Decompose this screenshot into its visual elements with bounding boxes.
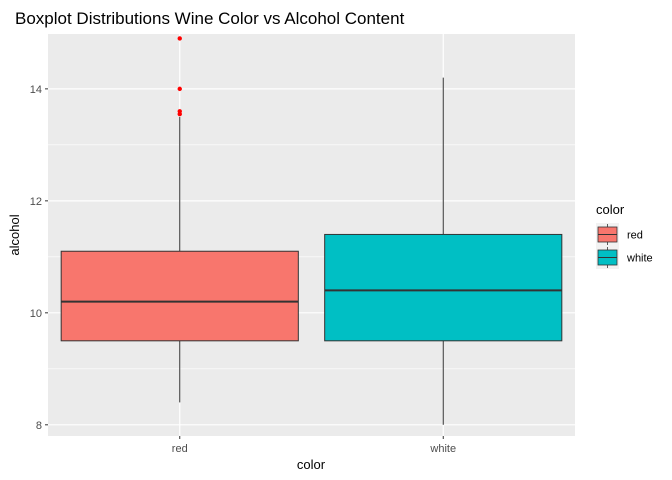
y-axis: 8 10 12 14 bbox=[30, 84, 48, 432]
box-body bbox=[324, 233, 563, 342]
legend-label: white bbox=[626, 253, 653, 265]
box-white bbox=[324, 77, 563, 425]
outlier-points bbox=[177, 36, 182, 117]
y-axis-title: alcohol bbox=[7, 214, 22, 255]
x-axis: red white bbox=[172, 436, 456, 455]
legend-title: color bbox=[596, 202, 625, 217]
box-body bbox=[60, 250, 299, 342]
legend-label: red bbox=[627, 230, 643, 242]
legend-item-red: red bbox=[596, 223, 643, 246]
y-tick-label: 12 bbox=[30, 196, 42, 208]
legend-item-white: white bbox=[596, 246, 653, 269]
outlier-point bbox=[177, 86, 182, 92]
x-tick-label: red bbox=[172, 443, 188, 455]
x-tick-label: white bbox=[429, 443, 456, 455]
legend: color red white bbox=[596, 202, 653, 269]
box-red bbox=[60, 116, 299, 403]
outlier-point bbox=[177, 36, 182, 41]
y-tick-label: 8 bbox=[36, 420, 42, 432]
y-tick-label: 14 bbox=[30, 84, 42, 96]
boxes bbox=[60, 77, 563, 425]
chart-title: Boxplot Distributions Wine Color vs Alco… bbox=[15, 9, 405, 28]
x-axis-title: color bbox=[297, 457, 326, 472]
outlier-point bbox=[177, 109, 182, 114]
y-tick-label: 10 bbox=[30, 308, 42, 320]
